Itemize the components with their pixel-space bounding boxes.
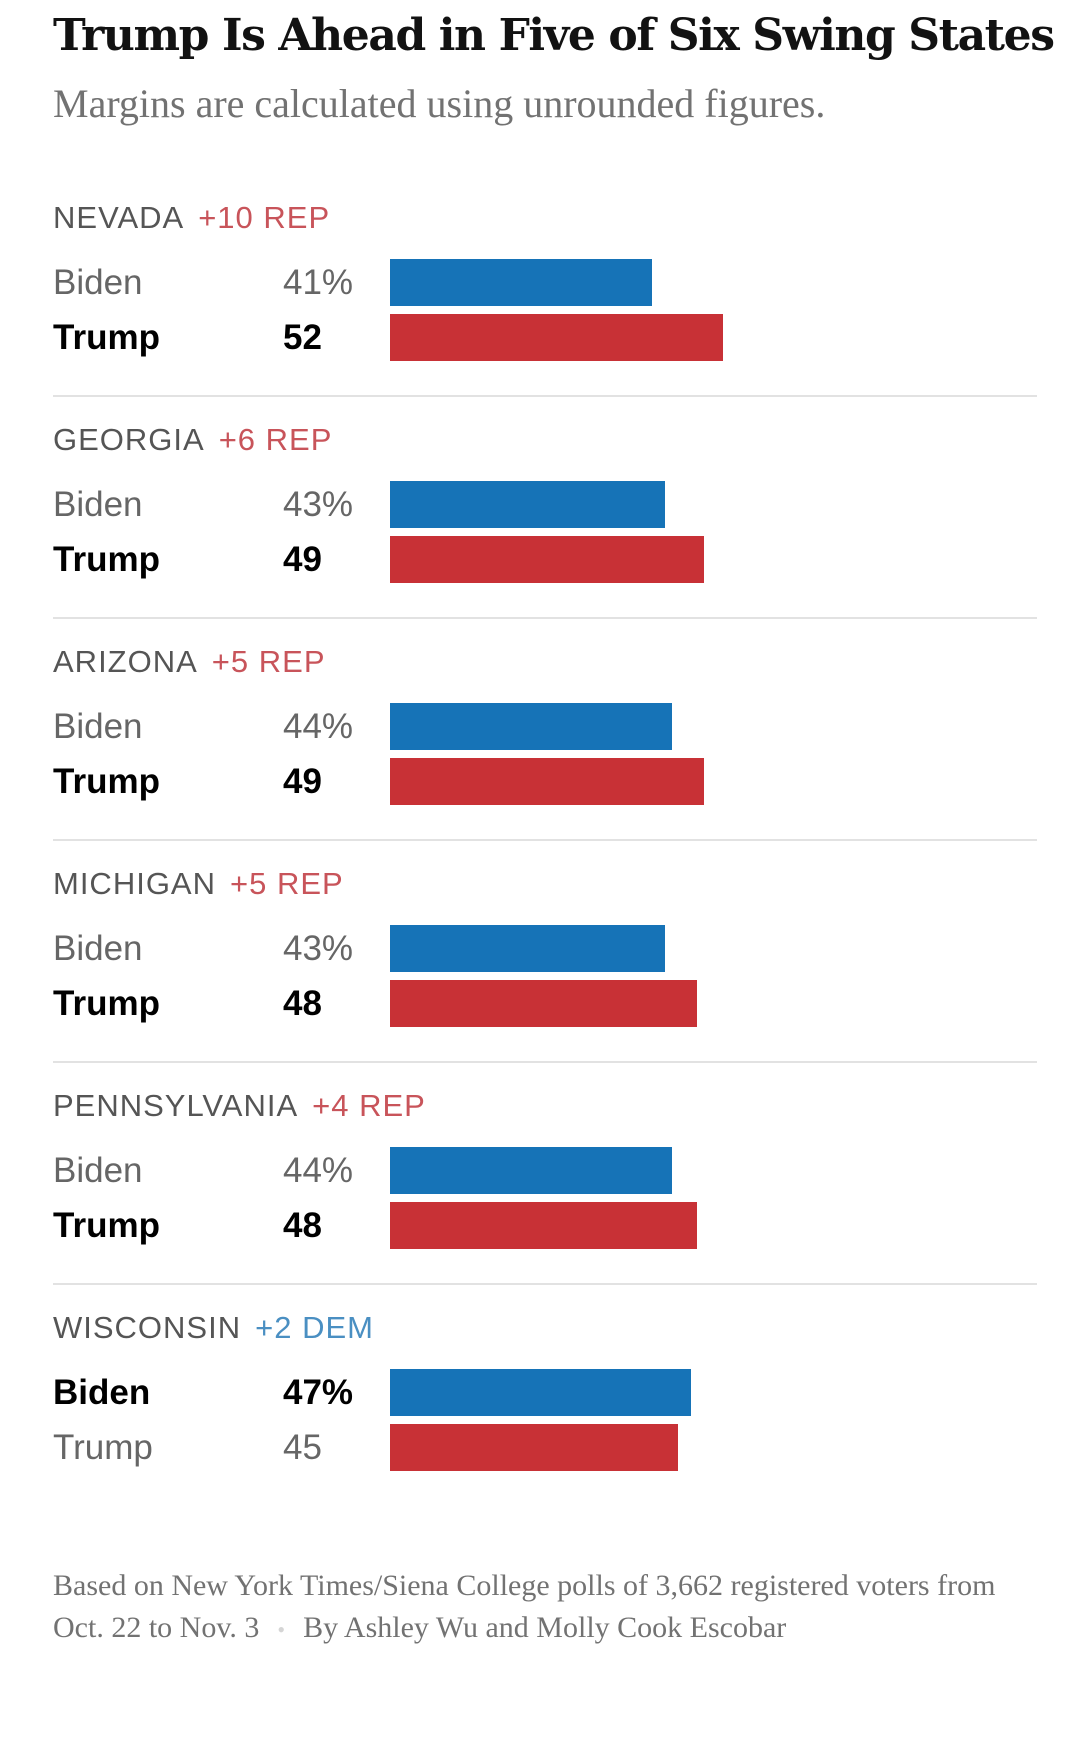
bar-trump: [390, 980, 698, 1027]
chart-subtitle: Margins are calculated using unrounded f…: [53, 81, 826, 126]
bar-biden: [390, 703, 672, 750]
candidate-name: Trump: [53, 318, 160, 357]
state-name: WISCONSIN: [53, 1310, 242, 1345]
margin-label: +10 REP: [198, 200, 331, 235]
candidate-name: Trump: [53, 984, 160, 1023]
state-name: GEORGIA: [53, 422, 205, 457]
data-label: 41%: [283, 263, 354, 302]
data-label: 48: [283, 984, 322, 1023]
data-label: 49: [283, 540, 322, 579]
candidate-row-biden: Biden 47%: [53, 1369, 1037, 1417]
state-header: WISCONSIN +2 DEM: [53, 1310, 374, 1346]
state-header: ARIZONA +5 REP: [53, 644, 326, 680]
section-divider: [53, 1283, 1037, 1285]
bar-trump: [390, 758, 704, 805]
candidate-name: Biden: [53, 1373, 151, 1412]
state-header: NEVADA +10 REP: [53, 200, 330, 236]
byline: By Ashley Wu and Molly Cook Escobar: [303, 1611, 787, 1644]
candidate-row-trump: Trump 49: [53, 758, 1037, 806]
bar-trump: [390, 1202, 698, 1249]
candidate-row-biden: Biden 43%: [53, 925, 1037, 973]
chart-title: Trump Is Ahead in Five of Six Swing Stat…: [53, 10, 1055, 61]
candidate-name: Trump: [53, 540, 160, 579]
bar-biden: [390, 925, 666, 972]
margin-label: +5 REP: [211, 644, 326, 679]
data-label: 43%: [283, 929, 354, 968]
state-section-wisconsin: WISCONSIN +2 DEM Biden 47% Trump 45: [53, 1310, 1037, 1532]
state-section-pennsylvania: PENNSYLVANIA +4 REP Biden 44% Trump 48: [53, 1088, 1037, 1310]
candidate-row-biden: Biden 44%: [53, 1147, 1037, 1195]
bar-biden: [390, 481, 666, 528]
candidate-row-trump: Trump 48: [53, 980, 1037, 1028]
candidate-name: Biden: [53, 707, 143, 746]
section-divider: [53, 617, 1037, 619]
margin-label: +6 REP: [218, 422, 333, 457]
candidate-row-trump: Trump 52: [53, 314, 1037, 362]
candidate-name: Biden: [53, 929, 143, 968]
state-name: MICHIGAN: [53, 866, 216, 901]
candidate-row-biden: Biden 43%: [53, 481, 1037, 529]
data-label: 49: [283, 762, 322, 801]
candidate-row-biden: Biden 44%: [53, 703, 1037, 751]
state-section-georgia: GEORGIA +6 REP Biden 43% Trump 49: [53, 422, 1037, 644]
state-header: PENNSYLVANIA +4 REP: [53, 1088, 426, 1124]
footnote: Based on New York Times/Siena College po…: [53, 1565, 1013, 1651]
section-divider: [53, 839, 1037, 841]
candidate-row-trump: Trump 45: [53, 1424, 1037, 1472]
candidate-name: Biden: [53, 485, 143, 524]
candidate-row-trump: Trump 49: [53, 536, 1037, 584]
state-section-nevada: NEVADA +10 REP Biden 41% Trump 52: [53, 200, 1037, 422]
data-label: 44%: [283, 1151, 354, 1190]
bar-trump: [390, 536, 704, 583]
data-label: 47%: [283, 1373, 354, 1412]
margin-label: +2 DEM: [255, 1310, 374, 1345]
candidate-name: Trump: [53, 1206, 160, 1245]
bar-biden: [390, 1369, 691, 1416]
data-label: 45: [283, 1428, 322, 1467]
candidate-name: Trump: [53, 762, 160, 801]
state-name: PENNSYLVANIA: [53, 1088, 299, 1123]
data-label: 44%: [283, 707, 354, 746]
bar-biden: [390, 1147, 672, 1194]
source-note: Based on New York Times/Siena College po…: [53, 1569, 996, 1644]
data-label: 52: [283, 318, 322, 357]
candidate-row-biden: Biden 41%: [53, 259, 1037, 307]
state-section-arizona: ARIZONA +5 REP Biden 44% Trump 49: [53, 644, 1037, 866]
section-divider: [53, 1061, 1037, 1063]
margin-label: +5 REP: [230, 866, 344, 901]
margin-label: +4 REP: [312, 1088, 426, 1123]
bar-trump: [390, 1424, 678, 1471]
data-label: 48: [283, 1206, 322, 1245]
separator-dot: •: [277, 1617, 286, 1643]
state-header: GEORGIA +6 REP: [53, 422, 332, 458]
bar-biden: [390, 259, 653, 306]
bar-trump: [390, 314, 723, 361]
state-name: NEVADA: [53, 200, 185, 235]
candidate-name: Biden: [53, 1151, 143, 1190]
state-header: MICHIGAN +5 REP: [53, 866, 344, 902]
state-section-michigan: MICHIGAN +5 REP Biden 43% Trump 48: [53, 866, 1037, 1088]
section-divider: [53, 395, 1037, 397]
candidate-row-trump: Trump 48: [53, 1202, 1037, 1250]
candidate-name: Biden: [53, 263, 143, 302]
state-name: ARIZONA: [53, 644, 198, 679]
data-label: 43%: [283, 485, 354, 524]
candidate-name: Trump: [53, 1428, 153, 1467]
